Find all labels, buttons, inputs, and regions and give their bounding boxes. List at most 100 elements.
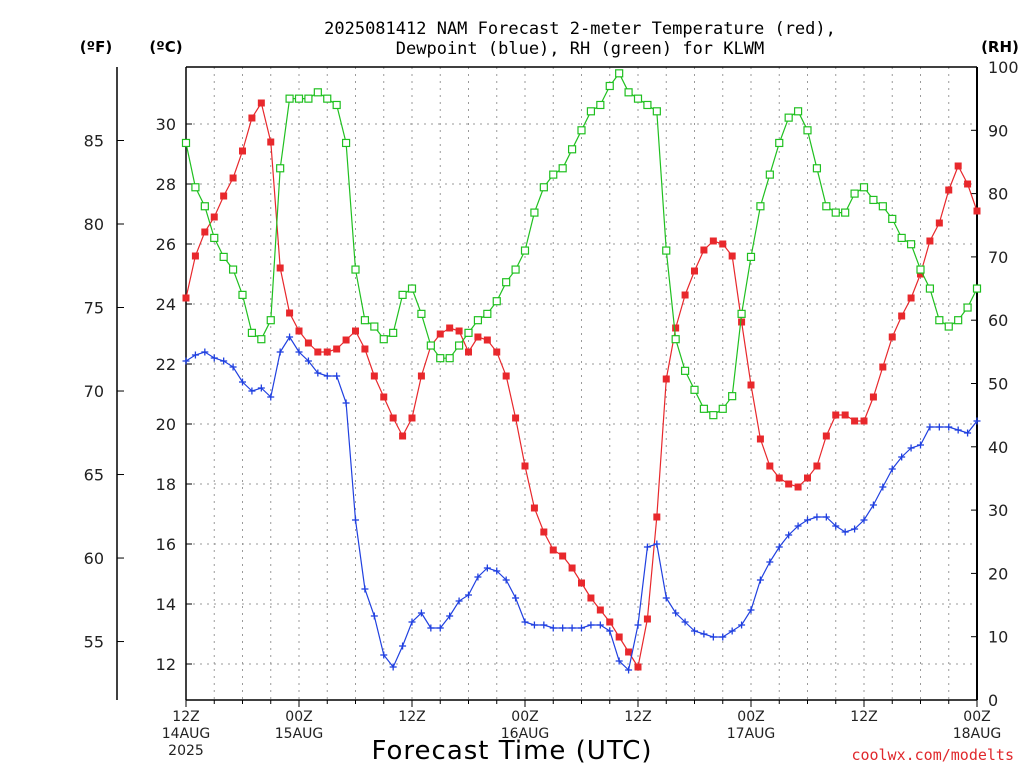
rh-point xyxy=(605,81,614,91)
rh-tick-label: 90 xyxy=(988,121,1008,140)
temperature-point xyxy=(973,207,981,215)
temperature-point xyxy=(512,414,520,422)
rh-tick-label: 30 xyxy=(988,501,1008,520)
rh-point xyxy=(812,164,822,173)
chart-title-line1: 2025081412 NAM Forecast 2-meter Temperat… xyxy=(324,19,836,39)
dewpoint-point xyxy=(860,516,868,524)
rh-point xyxy=(615,69,624,78)
rh-point xyxy=(483,309,492,318)
temperature-point xyxy=(229,174,237,182)
dewpoint-point xyxy=(512,594,520,602)
rh-point xyxy=(219,252,228,261)
dewpoint-point xyxy=(719,633,727,641)
temperature-point xyxy=(540,528,548,536)
dewpoint-point xyxy=(465,591,472,599)
celsius-tick-label: 20 xyxy=(156,415,176,434)
rh-point xyxy=(257,335,266,344)
temperature-point xyxy=(691,267,698,275)
x-tick-label: 15AUG xyxy=(275,726,324,742)
temperature-point xyxy=(785,480,793,488)
rh-point xyxy=(831,208,840,217)
temperature-point xyxy=(314,348,322,356)
rh-point xyxy=(643,100,652,110)
temperature-point xyxy=(361,345,369,353)
temperature-point xyxy=(738,318,746,326)
rh-point xyxy=(596,100,605,110)
dewpoint-point xyxy=(493,567,501,575)
dewpoint-point xyxy=(700,630,708,638)
rh-point xyxy=(859,183,869,192)
temperature-point xyxy=(389,414,397,422)
temperature-point xyxy=(964,180,972,188)
temperature-point xyxy=(210,213,218,221)
rh-point xyxy=(502,278,511,287)
rh-point xyxy=(633,94,643,103)
rh-tick-label: 80 xyxy=(988,185,1008,204)
temperature-point xyxy=(549,546,557,554)
rh-point xyxy=(954,316,963,325)
rh-point xyxy=(473,316,483,325)
dewpoint-point xyxy=(436,624,444,632)
dewpoint-point xyxy=(785,531,793,539)
dewpoint-point xyxy=(455,597,463,605)
dewpoint-point xyxy=(191,351,199,359)
rh-unit-label: (RH) xyxy=(981,38,1019,56)
fahrenheit-tick-label: 55 xyxy=(84,633,104,652)
dewpoint-point xyxy=(653,540,661,548)
temperature-point xyxy=(436,330,444,338)
temperature-point xyxy=(239,147,246,155)
dewpoint-point xyxy=(399,642,407,650)
rh-point xyxy=(963,303,972,312)
x-tick-label: 00Z xyxy=(963,709,990,725)
dewpoint-point xyxy=(210,354,218,362)
rh-point xyxy=(624,88,633,97)
rh-point xyxy=(304,94,313,103)
temperature-point xyxy=(502,372,510,380)
x-tick-label: 12Z xyxy=(398,709,425,725)
dewpoint-point xyxy=(615,657,623,665)
rh-point xyxy=(567,145,577,154)
fahrenheit-tick-label: 75 xyxy=(84,299,104,318)
dewpoint-point xyxy=(804,516,811,524)
rh-point xyxy=(652,107,661,116)
temperature-point xyxy=(521,462,529,470)
temperature-point xyxy=(926,237,934,245)
temperature-point xyxy=(653,513,661,521)
temperature-point xyxy=(700,246,708,254)
temperature-point xyxy=(182,294,190,302)
temperature-point xyxy=(813,462,821,470)
rh-point xyxy=(784,113,793,122)
temperature-point xyxy=(220,192,228,200)
rh-point xyxy=(671,335,680,344)
rh-point xyxy=(407,284,417,293)
temperature-point xyxy=(841,411,849,419)
rh-point xyxy=(266,316,275,325)
x-axis-title: Forecast Time (UTC) xyxy=(371,736,652,766)
dewpoint-point xyxy=(813,513,821,521)
x-tick-label: 14AUG xyxy=(162,726,211,742)
temperature-point xyxy=(248,114,256,122)
celsius-unit-label: (ºC) xyxy=(149,38,182,56)
temperature-point xyxy=(323,348,331,356)
dewpoint-point xyxy=(851,525,859,533)
fahrenheit-tick-label: 70 xyxy=(84,382,104,401)
rh-point xyxy=(360,316,370,325)
rh-point xyxy=(191,183,200,192)
temperature-point xyxy=(352,327,359,335)
axes: 55 60 65 70 75 80 85 12 14 16 18 20 22 24 26 28 30 0 10 20 3… xyxy=(84,58,1019,759)
series-layer xyxy=(181,69,982,674)
temperature-point xyxy=(578,579,585,587)
temperature-point xyxy=(879,363,887,371)
celsius-tick-label: 22 xyxy=(156,355,176,374)
dewpoint-point xyxy=(220,357,228,365)
rh-tick-label: 70 xyxy=(988,248,1008,267)
temperature-point xyxy=(625,648,633,656)
dewpoint-point xyxy=(333,372,341,380)
rh-point xyxy=(878,202,887,211)
temperature-point xyxy=(559,552,567,560)
rh-point xyxy=(558,164,567,173)
temperature-point xyxy=(907,294,915,302)
rh-point xyxy=(793,107,803,116)
rh-point xyxy=(492,297,501,306)
dewpoint-point xyxy=(361,585,369,593)
